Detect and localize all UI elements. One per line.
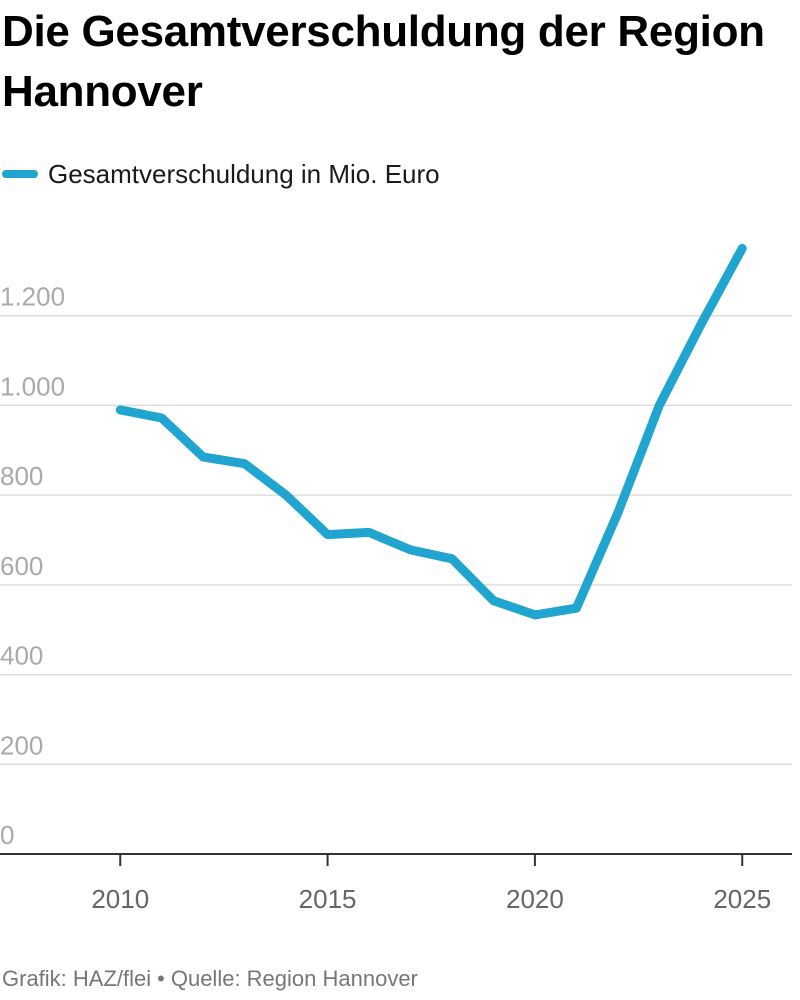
footer-source: Quelle: Region Hannover [170, 966, 418, 991]
chart-title: Die Gesamtverschuldung der Region Hannov… [2, 7, 765, 116]
x-tick-label: 2015 [299, 884, 357, 914]
y-tick-label: 600 [0, 551, 43, 581]
x-tick-label: 2025 [713, 884, 771, 914]
y-tick-label: 400 [0, 641, 43, 671]
y-tick-label: 1.000 [0, 371, 65, 401]
legend-swatch [2, 170, 38, 178]
y-tick-label: 800 [0, 461, 43, 491]
x-tick-label: 2010 [91, 884, 149, 914]
line-chart: 0 200 400 600 800 1.000 1.200 2010 2015 2020 2025 [0, 243, 792, 914]
legend-label: Gesamtverschuldung in Mio. Euro [48, 158, 440, 189]
series-line-gesamtverschuldung [115, 243, 747, 620]
y-tick-label: 1.200 [0, 282, 65, 312]
footer-separator: • [157, 966, 165, 991]
footer: Grafik: HAZ/flei • Quelle: Region Hannover [2, 966, 418, 992]
legend: Gesamtverschuldung in Mio. Euro [2, 156, 440, 192]
y-tick-label: 200 [0, 730, 43, 760]
footer-credit: Grafik: HAZ/flei [2, 966, 152, 991]
x-tick-label: 2020 [506, 884, 564, 914]
y-tick-label: 0 [0, 820, 14, 850]
